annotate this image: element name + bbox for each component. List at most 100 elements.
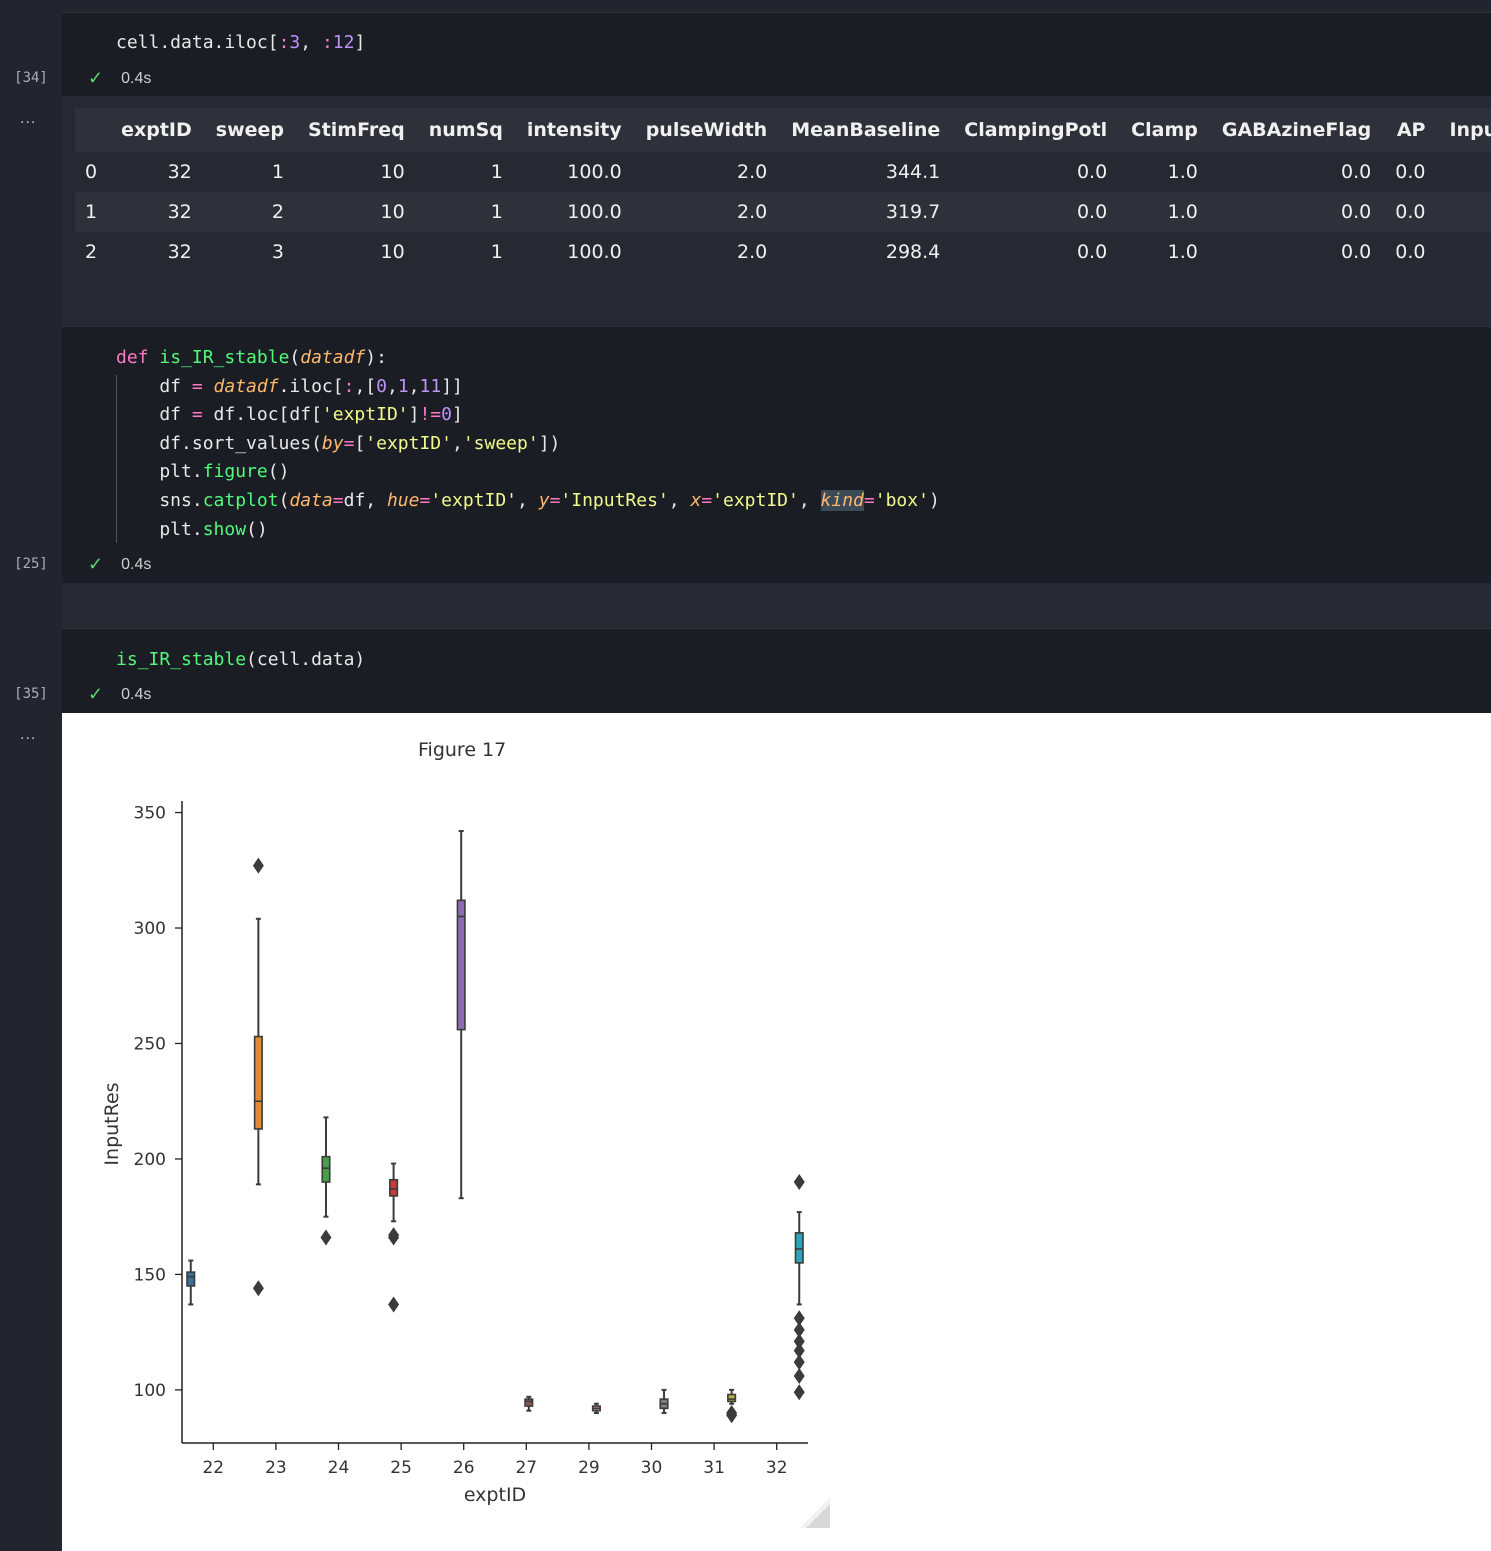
output-menu-3[interactable]: ...	[20, 726, 37, 743]
table-cell: 298.4	[885, 241, 941, 263]
box-iqr-24	[321, 1155, 331, 1183]
x-tick-label: 29	[578, 1458, 600, 1478]
column-header: MeanBaseline	[791, 119, 941, 141]
cell-status-2: ✓ 0.4s	[88, 554, 151, 575]
table-cell: 2.0	[736, 201, 768, 223]
output-menu-1[interactable]: ...	[20, 110, 37, 127]
x-tick-label: 25	[390, 1458, 412, 1478]
table-cell: 0.0	[1341, 161, 1372, 183]
table-cell: 0.0	[1341, 201, 1372, 223]
column-header: exptID	[121, 119, 192, 141]
output-area-1	[62, 96, 1491, 326]
table-cell: 0.0	[1076, 161, 1108, 183]
table-cell: 0.0	[1341, 241, 1372, 263]
outlier-point	[793, 1333, 805, 1350]
x-tick-label: 27	[515, 1458, 537, 1478]
indent-guide	[116, 375, 117, 543]
table-cell: 100.0	[567, 201, 622, 223]
x-axis-label: exptID	[464, 1484, 526, 1506]
exec-count-3: [35]	[14, 686, 48, 702]
outlier-point	[388, 1296, 400, 1313]
y-tick-label: 350	[134, 804, 166, 824]
table-cell: 1.0	[1167, 241, 1198, 263]
check-icon: ✓	[88, 684, 104, 704]
column-header: pulseWidth	[645, 119, 768, 141]
table-cell: 10	[380, 241, 405, 263]
row-index: 1	[85, 201, 98, 223]
outlier-point	[793, 1310, 805, 1327]
table-cell: 32	[167, 241, 192, 263]
table-cell: 2.0	[736, 161, 768, 183]
table-cell: 105.7	[1437, 192, 1491, 232]
code-cell-1[interactable]	[62, 12, 1491, 96]
y-tick-label: 200	[134, 1150, 166, 1170]
x-tick-label: 26	[453, 1458, 475, 1478]
code-cell-3-source[interactable]: is_IR_stable(cell.data)	[116, 649, 366, 670]
table-cell: 10	[380, 161, 405, 183]
table-cell: 2.0	[736, 241, 768, 263]
row-index: 0	[85, 161, 98, 183]
y-axis-label: InputRes	[101, 1082, 123, 1165]
code-cell-2[interactable]	[62, 326, 1491, 583]
table-cell: 319.7	[885, 201, 941, 223]
figure-output: Figure 17 100 150 200 250 300 350 22 23 24 25 26 27…	[62, 713, 1491, 1551]
check-icon: ✓	[88, 554, 104, 574]
column-header: sweep	[215, 119, 285, 141]
figure-title: Figure 17	[418, 739, 507, 761]
table-cell: 0.0	[1395, 161, 1426, 183]
code-cell-3[interactable]	[62, 628, 1491, 714]
table-cell: 10	[380, 201, 405, 223]
table-cell: 1	[490, 201, 503, 223]
table-cell: 0.0	[1395, 241, 1426, 263]
column-header	[75, 108, 109, 152]
outlier-point	[252, 1280, 264, 1297]
table-row: 0 32 1 10 1 100.0 2.0 344.1 0.0 1.0 0.0 0.0 99.3	[75, 152, 1491, 192]
column-header: InputRes	[1449, 119, 1491, 141]
x-tick-label: 30	[641, 1458, 663, 1478]
table-cell: 0.0	[1076, 241, 1108, 263]
x-tick-label: 24	[328, 1458, 350, 1478]
exec-time-1: 0.4s	[121, 69, 152, 87]
y-tick-label: 150	[134, 1265, 166, 1285]
column-header: StimFreq	[308, 119, 405, 141]
y-tick-label: 250	[134, 1034, 166, 1054]
exec-count-1: [34]	[14, 70, 48, 86]
outlier-point	[793, 1354, 805, 1371]
code-cell-2-source[interactable]: def is_IR_stable(datadf): df = datadf.il…	[116, 347, 940, 540]
check-icon: ✓	[88, 68, 104, 88]
exec-time-3: 0.4s	[121, 685, 152, 703]
table-cell: 2	[271, 201, 285, 223]
code-cell-1-source[interactable]: cell.data.iloc[:3, :12]	[116, 32, 366, 53]
table-cell: 0.0	[1076, 201, 1108, 223]
table-cell: 32	[167, 201, 192, 223]
outlier-point	[388, 1229, 400, 1246]
table-cell: 100.0	[567, 161, 622, 183]
column-header: AP	[1396, 119, 1426, 141]
exec-time-2: 0.4s	[121, 555, 152, 573]
y-tick-label: 300	[134, 919, 166, 939]
cell-gutter	[0, 0, 62, 1551]
cell-spacer	[62, 583, 1491, 628]
outlier-point	[793, 1368, 805, 1385]
x-tick-label: 22	[202, 1458, 224, 1478]
resize-handle[interactable]	[800, 1498, 830, 1528]
row-index: 2	[85, 241, 98, 263]
column-header: ClampingPotl	[964, 119, 1108, 141]
outlier-point	[793, 1321, 805, 1338]
table-cell: 100.0	[567, 241, 622, 263]
table-cell: 32	[167, 161, 192, 183]
dataframe-output: exptID sweep StimFreq numSq intensity pulseWi…	[75, 108, 1491, 272]
column-header: intensity	[526, 119, 622, 141]
y-tick-label: 100	[134, 1381, 166, 1401]
table-cell: 1.0	[1167, 161, 1198, 183]
box-iqr-26	[456, 899, 466, 1031]
table-cell: 1	[271, 161, 285, 183]
table-cell: 99.3	[1437, 152, 1491, 192]
outlier-point	[793, 1174, 805, 1191]
outlier-point	[320, 1229, 332, 1246]
exec-count-2: [25]	[14, 556, 48, 572]
table-cell: 1.0	[1167, 201, 1198, 223]
x-tick-label: 32	[766, 1458, 788, 1478]
x-tick-label: 23	[265, 1458, 287, 1478]
outlier-point	[793, 1384, 805, 1401]
